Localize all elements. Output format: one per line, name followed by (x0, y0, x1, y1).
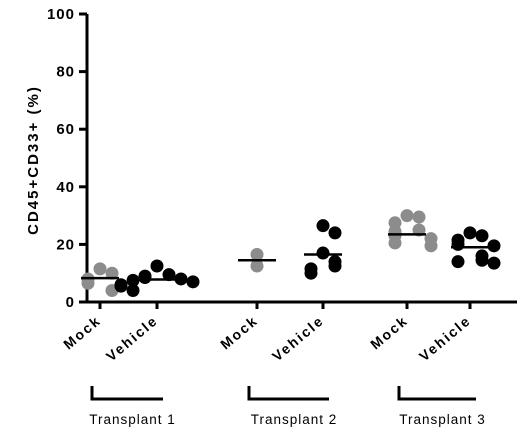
data-point (487, 256, 501, 270)
y-tick-label: 80 (56, 64, 75, 81)
data-point (424, 239, 438, 253)
y-axis: 0 20 40 60 80 100 (47, 6, 89, 311)
group-label: Transplant 1 (89, 412, 176, 427)
y-tick-label: 0 (66, 294, 75, 311)
y-tick-label: 100 (47, 6, 75, 23)
x-tick-label: Vehicle (269, 312, 327, 364)
category-points (114, 259, 200, 297)
data-point (328, 226, 342, 240)
group-label: Transplant 3 (399, 412, 486, 427)
data-point (174, 272, 188, 286)
group-bracket: Transplant 3 (397, 386, 486, 427)
data-point (451, 237, 465, 251)
x-tick-label: Vehicle (416, 312, 474, 364)
data-point (81, 276, 95, 290)
x-axis: Mock Vehicle Mock Vehicle Mock Vehicle (60, 300, 517, 364)
data-point (105, 266, 119, 280)
data-point (316, 219, 330, 233)
group-bracket: Transplant 2 (247, 386, 338, 427)
group-brackets: Transplant 1 Transplant 2 Transplant 3 (89, 386, 486, 427)
data-point (250, 247, 264, 261)
data-point (316, 246, 330, 260)
category-points (451, 226, 501, 270)
category-points (304, 219, 342, 280)
data-layer (81, 209, 501, 297)
data-point (126, 273, 140, 287)
y-tick-label: 60 (56, 121, 75, 138)
x-tick-label: Vehicle (103, 312, 161, 364)
data-point (150, 259, 164, 273)
data-point (114, 279, 128, 293)
data-point (487, 239, 501, 253)
bracket-line (90, 386, 163, 401)
x-tick-label: Mock (367, 312, 411, 352)
data-point (451, 255, 465, 269)
data-point (475, 253, 489, 267)
data-point (138, 271, 152, 285)
x-tick-label: Mock (217, 312, 261, 352)
y-axis-label: CD45+CD33+ (%) (25, 85, 42, 235)
category-points (238, 247, 276, 273)
data-point (412, 210, 426, 224)
bracket-line (397, 386, 476, 401)
data-point (304, 266, 318, 280)
data-point (93, 262, 107, 276)
x-tick-label: Mock (60, 312, 104, 352)
bracket-line (247, 386, 329, 401)
data-point (250, 259, 264, 273)
data-point (186, 275, 200, 289)
data-point (463, 226, 477, 240)
data-point (126, 283, 140, 297)
group-label: Transplant 2 (251, 412, 338, 427)
data-point (328, 259, 342, 273)
y-tick-label: 40 (56, 179, 75, 196)
category-points (388, 209, 438, 253)
group-bracket: Transplant 1 (89, 386, 176, 427)
y-tick-label: 20 (56, 236, 75, 253)
data-point (388, 236, 402, 250)
data-point (162, 268, 176, 282)
data-point (475, 229, 489, 243)
data-point (400, 209, 414, 223)
